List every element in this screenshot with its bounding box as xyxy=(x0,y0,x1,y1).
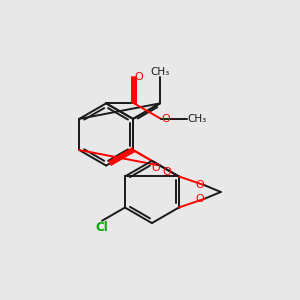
Text: CH₃: CH₃ xyxy=(150,67,170,77)
Text: Cl: Cl xyxy=(96,221,109,234)
Text: O: O xyxy=(196,180,204,190)
Text: O: O xyxy=(134,72,143,82)
Text: O: O xyxy=(196,194,204,204)
Text: O: O xyxy=(152,163,160,173)
Text: O: O xyxy=(163,167,171,177)
Text: O: O xyxy=(161,114,170,124)
Text: CH₃: CH₃ xyxy=(188,114,207,124)
